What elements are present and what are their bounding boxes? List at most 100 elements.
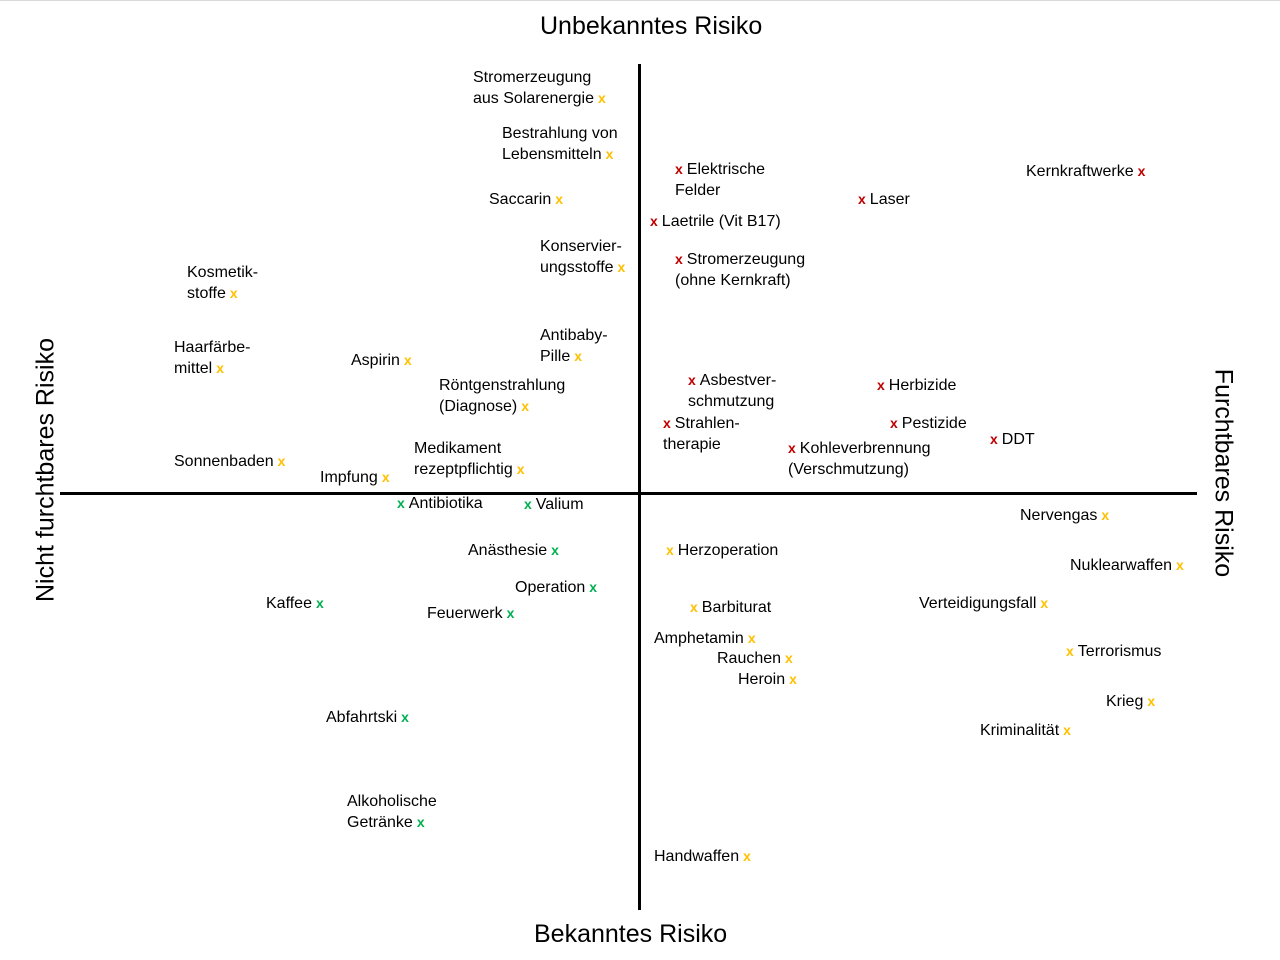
risk-marker-icon: x: [315, 595, 324, 611]
risk-item: x DDT: [990, 429, 1035, 450]
risk-item: Kaffee x: [266, 593, 328, 614]
risk-item: Medikament rezeptpflichtig x: [414, 438, 529, 480]
risk-item-label: Herzoperation: [677, 542, 779, 559]
risk-item: Nervengas x: [1020, 505, 1113, 526]
horizontal-axis: [60, 492, 1197, 495]
risk-item-label: Aspirin: [351, 352, 400, 369]
risk-marker-icon: x: [1175, 557, 1184, 573]
risk-item: x Barbiturat: [690, 597, 771, 618]
risk-marker-icon: x: [381, 469, 390, 485]
risk-item: Heroin x: [738, 669, 801, 690]
risk-item-label: Haarfärbe- mittel: [174, 339, 251, 377]
risk-item: x Strahlen- therapie: [663, 413, 740, 455]
risk-item: Impfung x: [320, 467, 394, 488]
risk-item-label: Verteidigungsfall: [919, 595, 1037, 612]
risk-item-label: Röntgenstrahlung (Diagnose): [439, 377, 566, 415]
risk-item: Alkoholische Getränke x: [347, 791, 437, 833]
risk-item-label: Asbestver- schmutzung: [688, 372, 777, 410]
risk-marker-icon: x: [589, 579, 598, 595]
risk-marker-icon: x: [789, 671, 797, 687]
risk-item: Konservier- ungsstoffe x: [540, 236, 629, 278]
risk-marker-icon: x: [890, 415, 898, 431]
risk-marker-icon: x: [663, 415, 671, 431]
risk-item: x Asbestver- schmutzung: [688, 370, 776, 412]
risk-marker-icon: x: [990, 431, 998, 447]
risk-marker-icon: x: [666, 542, 674, 558]
risk-item-label: Laetrile (Vit B17): [661, 213, 781, 230]
risk-item-label: Rauchen: [717, 650, 782, 667]
axis-label-left: Nicht furchtbares Risiko: [31, 338, 60, 602]
risk-item: x Laetrile (Vit B17): [650, 211, 781, 232]
risk-marker-icon: x: [555, 191, 564, 207]
risk-item: x Antibiotika: [397, 493, 483, 514]
risk-item: Nuklearwaffen x: [1070, 555, 1188, 576]
risk-item: Verteidigungsfall x: [919, 593, 1052, 614]
risk-item: Krieg x: [1106, 691, 1159, 712]
risk-item: x Stromerzeugung (ohne Kernkraft): [675, 249, 805, 291]
risk-marker-icon: x: [690, 599, 698, 615]
risk-marker-icon: x: [229, 285, 238, 301]
risk-item: x Pestizide: [890, 413, 967, 434]
risk-item-label: Valium: [535, 496, 584, 513]
risk-item-label: Elektrische Felder: [675, 161, 766, 199]
risk-marker-icon: x: [877, 377, 885, 393]
risk-item-label: Handwaffen: [654, 848, 740, 865]
axis-label-right: Furchtbares Risiko: [1209, 368, 1238, 578]
risk-marker-icon: x: [1066, 643, 1074, 659]
axis-label-top: Unbekanntes Risiko: [540, 12, 763, 40]
risk-item-label: Medikament rezeptpflichtig: [414, 440, 513, 478]
risk-marker-icon: x: [788, 440, 796, 456]
risk-marker-icon: x: [675, 251, 683, 267]
risk-item-label: Barbiturat: [701, 599, 772, 616]
risk-item-label: Stromerzeugung (ohne Kernkraft): [675, 251, 806, 289]
risk-item: Kernkraftwerke x: [1026, 161, 1149, 182]
risk-item-label: Bestrahlung von Lebensmitteln: [502, 125, 618, 163]
risk-marker-icon: x: [401, 709, 409, 725]
risk-marker-icon: x: [574, 348, 583, 364]
risk-item: x Laser: [858, 189, 910, 210]
risk-item: Abfahrtski x: [326, 707, 413, 728]
risk-item-label: Amphetamin: [654, 630, 744, 647]
risk-marker-icon: x: [1101, 507, 1110, 523]
risk-marker-icon: x: [1137, 163, 1146, 179]
risk-marker-icon: x: [597, 90, 606, 106]
risk-item-label: Krieg: [1106, 693, 1144, 710]
risk-item-label: Laser: [869, 191, 910, 208]
risk-item: Bestrahlung von Lebensmitteln x: [502, 123, 618, 165]
risk-item: Amphetamin x: [654, 628, 760, 649]
risk-item-label: Kaffee: [266, 595, 312, 612]
risk-item: Feuerwerk x: [427, 603, 518, 624]
risk-item-label: Sonnenbaden: [174, 453, 274, 470]
risk-item-label: Abfahrtski: [326, 709, 398, 726]
risk-item: Stromerzeugung aus Solarenergie x: [473, 67, 610, 109]
risk-marker-icon: x: [858, 191, 866, 207]
risk-marker-icon: x: [743, 848, 751, 864]
axis-label-bottom: Bekanntes Risiko: [534, 920, 728, 948]
risk-item-label: Kohleverbrennung (Verschmutzung): [788, 440, 931, 478]
risk-item: Sonnenbaden x: [174, 451, 289, 472]
risk-item-label: Anästhesie: [468, 542, 548, 559]
risk-item: Antibaby- Pille x: [540, 325, 608, 367]
risk-marker-icon: x: [785, 650, 793, 666]
risk-item-label: Herbizide: [888, 377, 957, 394]
risk-item-label: Feuerwerk: [427, 605, 503, 622]
risk-item-label: Antibaby- Pille: [540, 327, 608, 365]
risk-item: x Elektrische Felder: [675, 159, 765, 201]
risk-marker-icon: x: [397, 495, 405, 511]
risk-marker-icon: x: [416, 814, 425, 830]
risk-marker-icon: x: [1040, 595, 1049, 611]
risk-marker-icon: x: [277, 453, 286, 469]
risk-item: Rauchen x: [717, 648, 797, 669]
risk-marker-icon: x: [1063, 722, 1071, 738]
risk-item: Handwaffen x: [654, 846, 755, 867]
risk-marker-icon: x: [650, 213, 658, 229]
risk-marker-icon: x: [403, 352, 412, 368]
risk-marker-icon: x: [524, 496, 532, 512]
risk-item: Röntgenstrahlung (Diagnose) x: [439, 375, 565, 417]
risk-item-label: Pestizide: [901, 415, 967, 432]
risk-item: Aspirin x: [351, 350, 416, 371]
risk-marker-icon: x: [506, 605, 515, 621]
vertical-axis: [638, 64, 641, 910]
risk-item-label: Kriminalität: [980, 722, 1060, 739]
risk-item-label: Strahlen- therapie: [663, 415, 740, 453]
